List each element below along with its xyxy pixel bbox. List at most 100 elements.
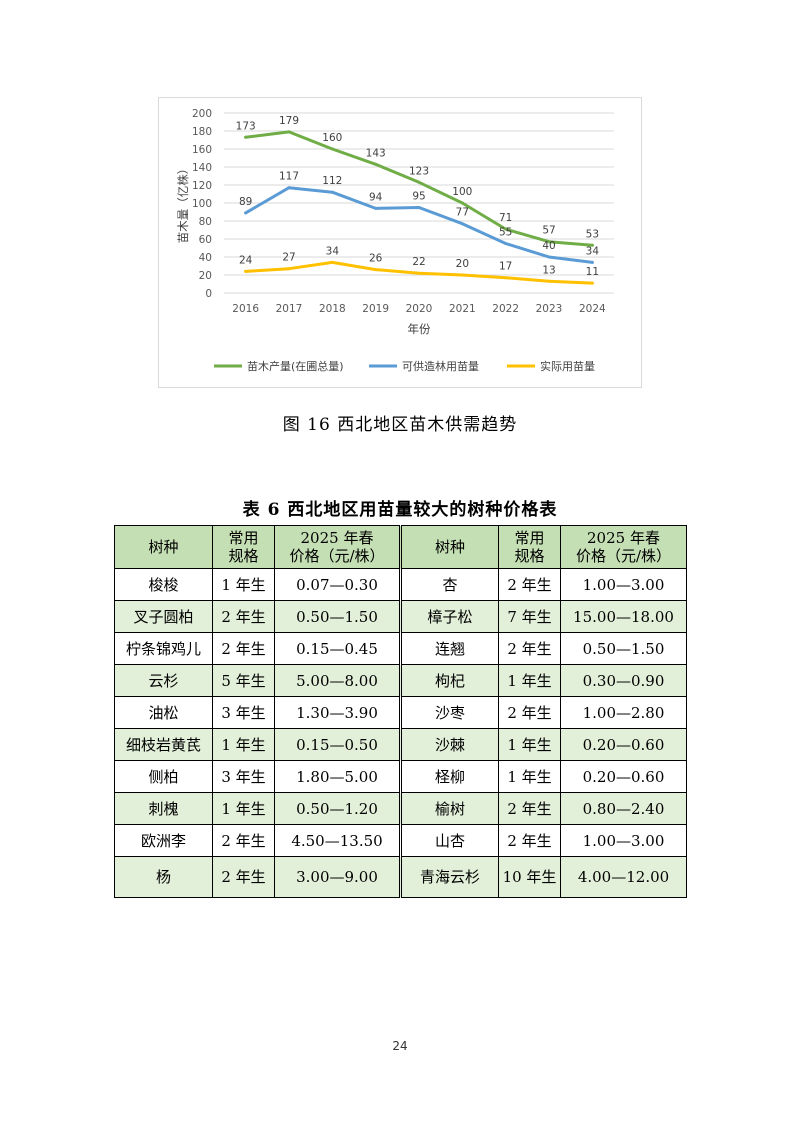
right-species-cell: 柽柳 [400, 760, 499, 793]
data-point [460, 222, 464, 226]
right-species-cell: 杏 [400, 568, 499, 601]
left-spec-cell: 2 年生 [212, 856, 275, 898]
left-species-cell: 刺槐 [114, 792, 213, 825]
right-price-cell: 0.20—0.60 [560, 728, 687, 761]
right-price-cell: 0.20—0.60 [560, 760, 687, 793]
data-label: 53 [586, 228, 599, 240]
header-price-line1: 2025 年春 [300, 529, 374, 547]
data-point [547, 240, 551, 244]
data-point [547, 279, 551, 283]
data-label: 40 [542, 240, 555, 252]
data-point [287, 130, 291, 134]
data-label: 17 [499, 261, 512, 273]
data-point [244, 211, 248, 215]
right-species-cell: 沙枣 [400, 696, 499, 729]
legend-label: 实际用苗量 [540, 359, 595, 373]
data-point [504, 242, 508, 245]
header-price: 2025 年春 价格（元/株） [560, 525, 687, 569]
x-tick-label: 2021 [449, 303, 476, 315]
left-spec-cell: 5 年生 [212, 664, 275, 697]
header-price-line2: 价格（元/株） [289, 547, 385, 565]
left-species-cell: 叉子圆柏 [114, 600, 213, 633]
table-row: 油松 3 年生 1.30—3.90 沙枣 2 年生 1.00—2.80 [114, 696, 687, 729]
left-species-cell: 欧洲李 [114, 824, 213, 857]
left-spec-cell: 1 年生 [212, 792, 275, 825]
table-row: 细枝岩黄芪 1 年生 0.15—0.50 沙棘 1 年生 0.20—0.60 [114, 728, 687, 761]
legend-label: 苗木产量(在圃总量) [247, 359, 344, 373]
header-spec-line2: 规格 [514, 547, 545, 565]
data-label: 95 [412, 191, 425, 203]
y-tick-label: 0 [205, 288, 212, 300]
left-species-cell: 柠条锦鸡儿 [114, 632, 213, 665]
table-row: 刺槐 1 年生 0.50—1.20 榆树 2 年生 0.80—2.40 [114, 792, 687, 825]
y-tick-label: 120 [192, 180, 212, 192]
right-spec-cell: 1 年生 [498, 728, 561, 761]
data-label: 123 [409, 165, 429, 177]
table-row: 侧柏 3 年生 1.80—5.00 柽柳 1 年生 0.20—0.60 [114, 760, 687, 793]
y-tick-label: 160 [192, 144, 212, 156]
data-label: 77 [456, 207, 469, 219]
x-tick-label: 2019 [362, 303, 389, 315]
header-price-line2: 价格（元/株） [575, 547, 672, 565]
data-point [330, 190, 334, 194]
data-label: 22 [412, 256, 425, 268]
y-tick-label: 80 [199, 216, 212, 228]
data-label: 20 [456, 258, 469, 270]
left-spec-cell: 1 年生 [212, 728, 275, 761]
header-spec-line1: 常用 [514, 529, 545, 547]
right-spec-cell: 7 年生 [498, 600, 561, 633]
header-species: 树种 [114, 525, 213, 569]
right-price-cell: 0.30—0.90 [560, 664, 687, 697]
data-label: 179 [279, 115, 299, 127]
chart-container: 0 20 40 60 80 100 120 140 160 180 200 2016 2017 2018 2… [158, 97, 642, 388]
data-point [244, 135, 248, 139]
left-species-cell: 油松 [114, 696, 213, 729]
data-label: 13 [542, 264, 555, 276]
data-label: 24 [239, 254, 253, 266]
x-tick-label: 2023 [536, 303, 563, 315]
left-price-cell: 0.50—1.50 [274, 600, 402, 633]
header-price: 2025 年春 价格（元/株） [274, 525, 402, 569]
left-species-cell: 侧柏 [114, 760, 213, 793]
data-point [374, 206, 378, 210]
y-tick-label: 180 [192, 126, 212, 138]
data-point [460, 201, 464, 205]
table-title: 表 6 西北地区用苗量较大的树种价格表 [242, 500, 558, 520]
x-tick-label: 2022 [492, 303, 519, 315]
data-point [417, 271, 421, 275]
left-spec-cell: 3 年生 [212, 696, 275, 729]
data-point [504, 276, 508, 280]
data-label: 57 [542, 225, 555, 237]
price-table: 树种 常用 规格 2025 年春 价格（元/株） 树种 常用 规格 2025 年春 价格… [114, 525, 687, 898]
data-point [330, 147, 334, 151]
data-point [547, 255, 551, 259]
y-axis-title: 苗木量（亿株） [176, 163, 190, 244]
figure-caption: 图 16 西北地区苗木供需趋势 [282, 415, 518, 435]
right-spec-cell: 10 年生 [498, 856, 561, 898]
x-axis-title: 年份 [408, 322, 431, 336]
data-label: 27 [282, 252, 295, 264]
right-price-cell: 15.00—18.00 [560, 600, 687, 633]
data-label: 160 [322, 132, 342, 144]
data-point [244, 269, 248, 273]
x-tick-label: 2024 [579, 303, 606, 315]
y-tick-label: 140 [192, 162, 212, 174]
data-label: 94 [369, 191, 383, 203]
table-header-row: 树种 常用 规格 2025 年春 价格（元/株） 树种 常用 规格 2025 年春 价格… [114, 525, 687, 569]
right-price-cell: 1.00—3.00 [560, 824, 687, 857]
right-species-cell: 青海云杉 [400, 856, 499, 898]
header-spec-line1: 常用 [228, 529, 259, 547]
data-label: 117 [279, 171, 299, 183]
left-price-cell: 4.50—13.50 [274, 824, 402, 857]
left-spec-cell: 2 年生 [212, 632, 275, 665]
table-row: 叉子圆柏 2 年生 0.50—1.50 樟子松 7 年生 15.00—18.00 [114, 600, 687, 633]
x-tick-label: 2020 [406, 303, 433, 315]
y-tick-label: 100 [192, 198, 212, 210]
right-species-cell: 连翘 [400, 632, 499, 665]
data-point [374, 162, 378, 166]
right-spec-cell: 2 年生 [498, 824, 561, 857]
left-species-cell: 梭梭 [114, 568, 213, 601]
page-number: 24 [392, 1039, 408, 1053]
x-tick-label: 2018 [319, 303, 346, 315]
